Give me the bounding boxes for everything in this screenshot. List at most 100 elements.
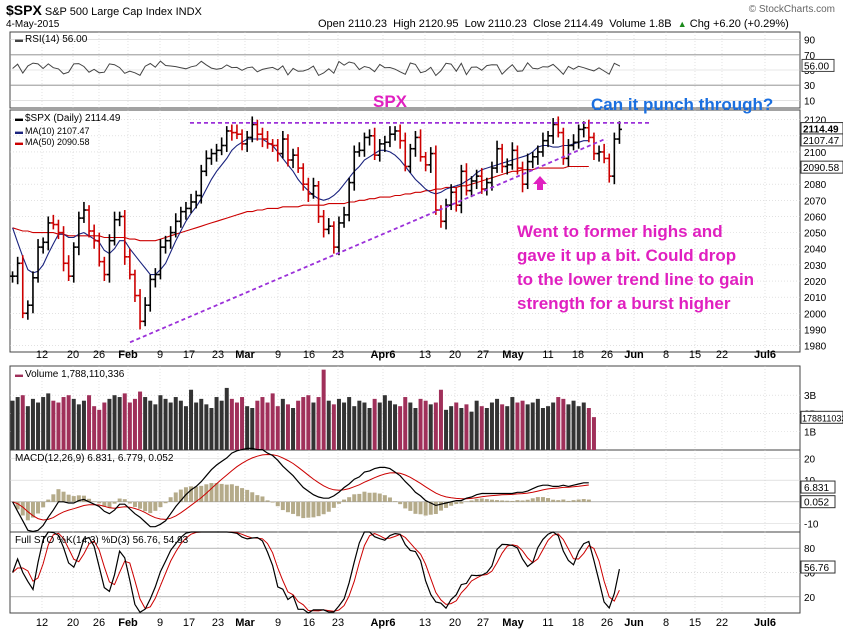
volume-bar bbox=[296, 400, 301, 450]
volume-bar bbox=[240, 397, 245, 450]
macd-histogram-bar bbox=[546, 498, 551, 502]
x-tick-label: 23 bbox=[212, 349, 224, 361]
macd-histogram-bar bbox=[321, 501, 326, 515]
chg-arrow-icon: ▲ bbox=[677, 19, 687, 29]
volume-bar bbox=[459, 408, 464, 450]
macd-histogram-bar bbox=[280, 501, 285, 511]
rsi-y-tick-label: 30 bbox=[804, 81, 816, 92]
volume-bar bbox=[556, 397, 561, 450]
x-tick-label: 11 bbox=[542, 617, 553, 629]
macd-histogram-bar bbox=[500, 500, 505, 502]
macd-histogram-bar bbox=[112, 501, 117, 504]
x-tick-label: 20 bbox=[67, 617, 79, 629]
macd-histogram-bar bbox=[30, 501, 35, 518]
macd-histogram-bar bbox=[265, 500, 270, 502]
volume-bar bbox=[168, 402, 173, 450]
volume-bar bbox=[265, 402, 270, 450]
volume-bar bbox=[469, 411, 474, 450]
macd-histogram-bar bbox=[561, 499, 566, 502]
rsi-title: RSI(14) 56.00 bbox=[25, 34, 88, 45]
volume-title: Volume 1,788,110,336 bbox=[25, 369, 125, 380]
macd-histogram-bar bbox=[372, 492, 377, 502]
x-tick-label: 15 bbox=[689, 617, 701, 629]
macd-histogram-bar bbox=[540, 497, 545, 502]
macd-marker-label: 0.052 bbox=[804, 498, 829, 509]
macd-histogram-bar bbox=[51, 494, 56, 502]
price-y-tick-label: 1990 bbox=[804, 325, 827, 336]
macd-line bbox=[12, 447, 589, 533]
ohlc-summary: Open 2110.23 High 2120.95 Low 2110.23 Cl… bbox=[318, 18, 789, 30]
volume-bar bbox=[393, 404, 398, 450]
macd-histogram-bar bbox=[454, 501, 459, 504]
volume-bar bbox=[199, 398, 204, 450]
macd-histogram-bar bbox=[336, 501, 341, 504]
volume-bar bbox=[500, 404, 505, 450]
sto-last-value-box bbox=[800, 560, 836, 574]
volume-bar bbox=[194, 402, 199, 450]
volume-bar bbox=[367, 408, 372, 450]
macd-histogram-bar bbox=[296, 501, 301, 517]
macd-histogram-bar bbox=[36, 501, 41, 514]
macd-histogram-bar bbox=[515, 500, 520, 502]
macd-histogram-bar bbox=[214, 482, 219, 502]
volume-bar bbox=[423, 400, 428, 450]
macd-histogram-bar bbox=[586, 499, 591, 502]
volume-bar bbox=[495, 398, 500, 450]
x-tick-label: 13 bbox=[419, 617, 431, 629]
open-value: 2110.23 bbox=[347, 18, 387, 30]
x-tick-label: 12 bbox=[36, 617, 48, 629]
macd-histogram-bar bbox=[347, 497, 352, 502]
macd-histogram-bar bbox=[15, 501, 20, 510]
volume-bar bbox=[122, 393, 127, 450]
macd-histogram-bar bbox=[158, 501, 163, 508]
volume-bar bbox=[138, 391, 143, 450]
macd-histogram-bar bbox=[393, 501, 398, 502]
x-tick-label: Apr6 bbox=[370, 617, 395, 629]
volume-bar bbox=[250, 408, 255, 450]
macd-signal-line bbox=[12, 453, 589, 521]
price-title: $SPX (Daily) 2114.49 bbox=[25, 113, 121, 124]
volume-bar bbox=[270, 393, 275, 450]
volume-bar bbox=[449, 406, 454, 450]
volume-bar bbox=[285, 404, 290, 450]
x-tick-label: May bbox=[502, 617, 524, 629]
macd-histogram-bar bbox=[173, 492, 178, 502]
macd-histogram-bar bbox=[387, 497, 392, 502]
sto-last-value: 56.76 bbox=[804, 563, 829, 574]
brand-watermark: © StockCharts.com bbox=[748, 4, 835, 15]
volume-bar bbox=[46, 393, 51, 450]
uptrend-line bbox=[129, 138, 606, 344]
x-tick-label: Apr6 bbox=[370, 349, 395, 361]
volume-bar bbox=[66, 395, 71, 450]
volume-bar bbox=[20, 395, 25, 450]
volume-bar bbox=[311, 402, 316, 450]
macd-histogram-bar bbox=[224, 484, 229, 502]
sto-title: Full STO %K(14,3) %D(3) 56.76, 54.93 bbox=[15, 535, 189, 546]
chart-date: 4-May-2015 bbox=[6, 19, 60, 30]
volume-bar bbox=[464, 404, 469, 450]
volume-bar bbox=[148, 400, 153, 450]
macd-histogram-bar bbox=[71, 496, 76, 502]
volume-bar bbox=[56, 402, 61, 450]
macd-marker-box bbox=[800, 495, 836, 509]
macd-histogram-bar bbox=[81, 495, 86, 502]
price-marker-label: 2107.47 bbox=[803, 136, 840, 147]
volume-bar bbox=[331, 404, 336, 450]
macd-histogram-bar bbox=[535, 497, 540, 502]
macd-histogram-bar bbox=[168, 497, 173, 502]
volume-bar bbox=[71, 398, 76, 450]
volume-bar bbox=[540, 408, 545, 450]
volume-bar bbox=[581, 402, 586, 450]
volume-last-value: 1788110336 bbox=[802, 413, 843, 423]
macd-histogram-bar bbox=[255, 495, 260, 502]
macd-histogram-bar bbox=[199, 485, 204, 502]
rsi-y-tick-label: 70 bbox=[804, 51, 816, 62]
macd-histogram-bar bbox=[316, 501, 321, 517]
volume-bar bbox=[357, 400, 362, 450]
annotation-note-line: strength for a burst higher bbox=[517, 294, 731, 313]
chg-value: +6.20 (+0.29%) bbox=[713, 18, 789, 30]
volume-bar bbox=[61, 397, 66, 450]
macd-histogram-bar bbox=[117, 498, 122, 502]
x-tick-label: 22 bbox=[716, 617, 728, 629]
macd-histogram-bar bbox=[229, 484, 234, 502]
